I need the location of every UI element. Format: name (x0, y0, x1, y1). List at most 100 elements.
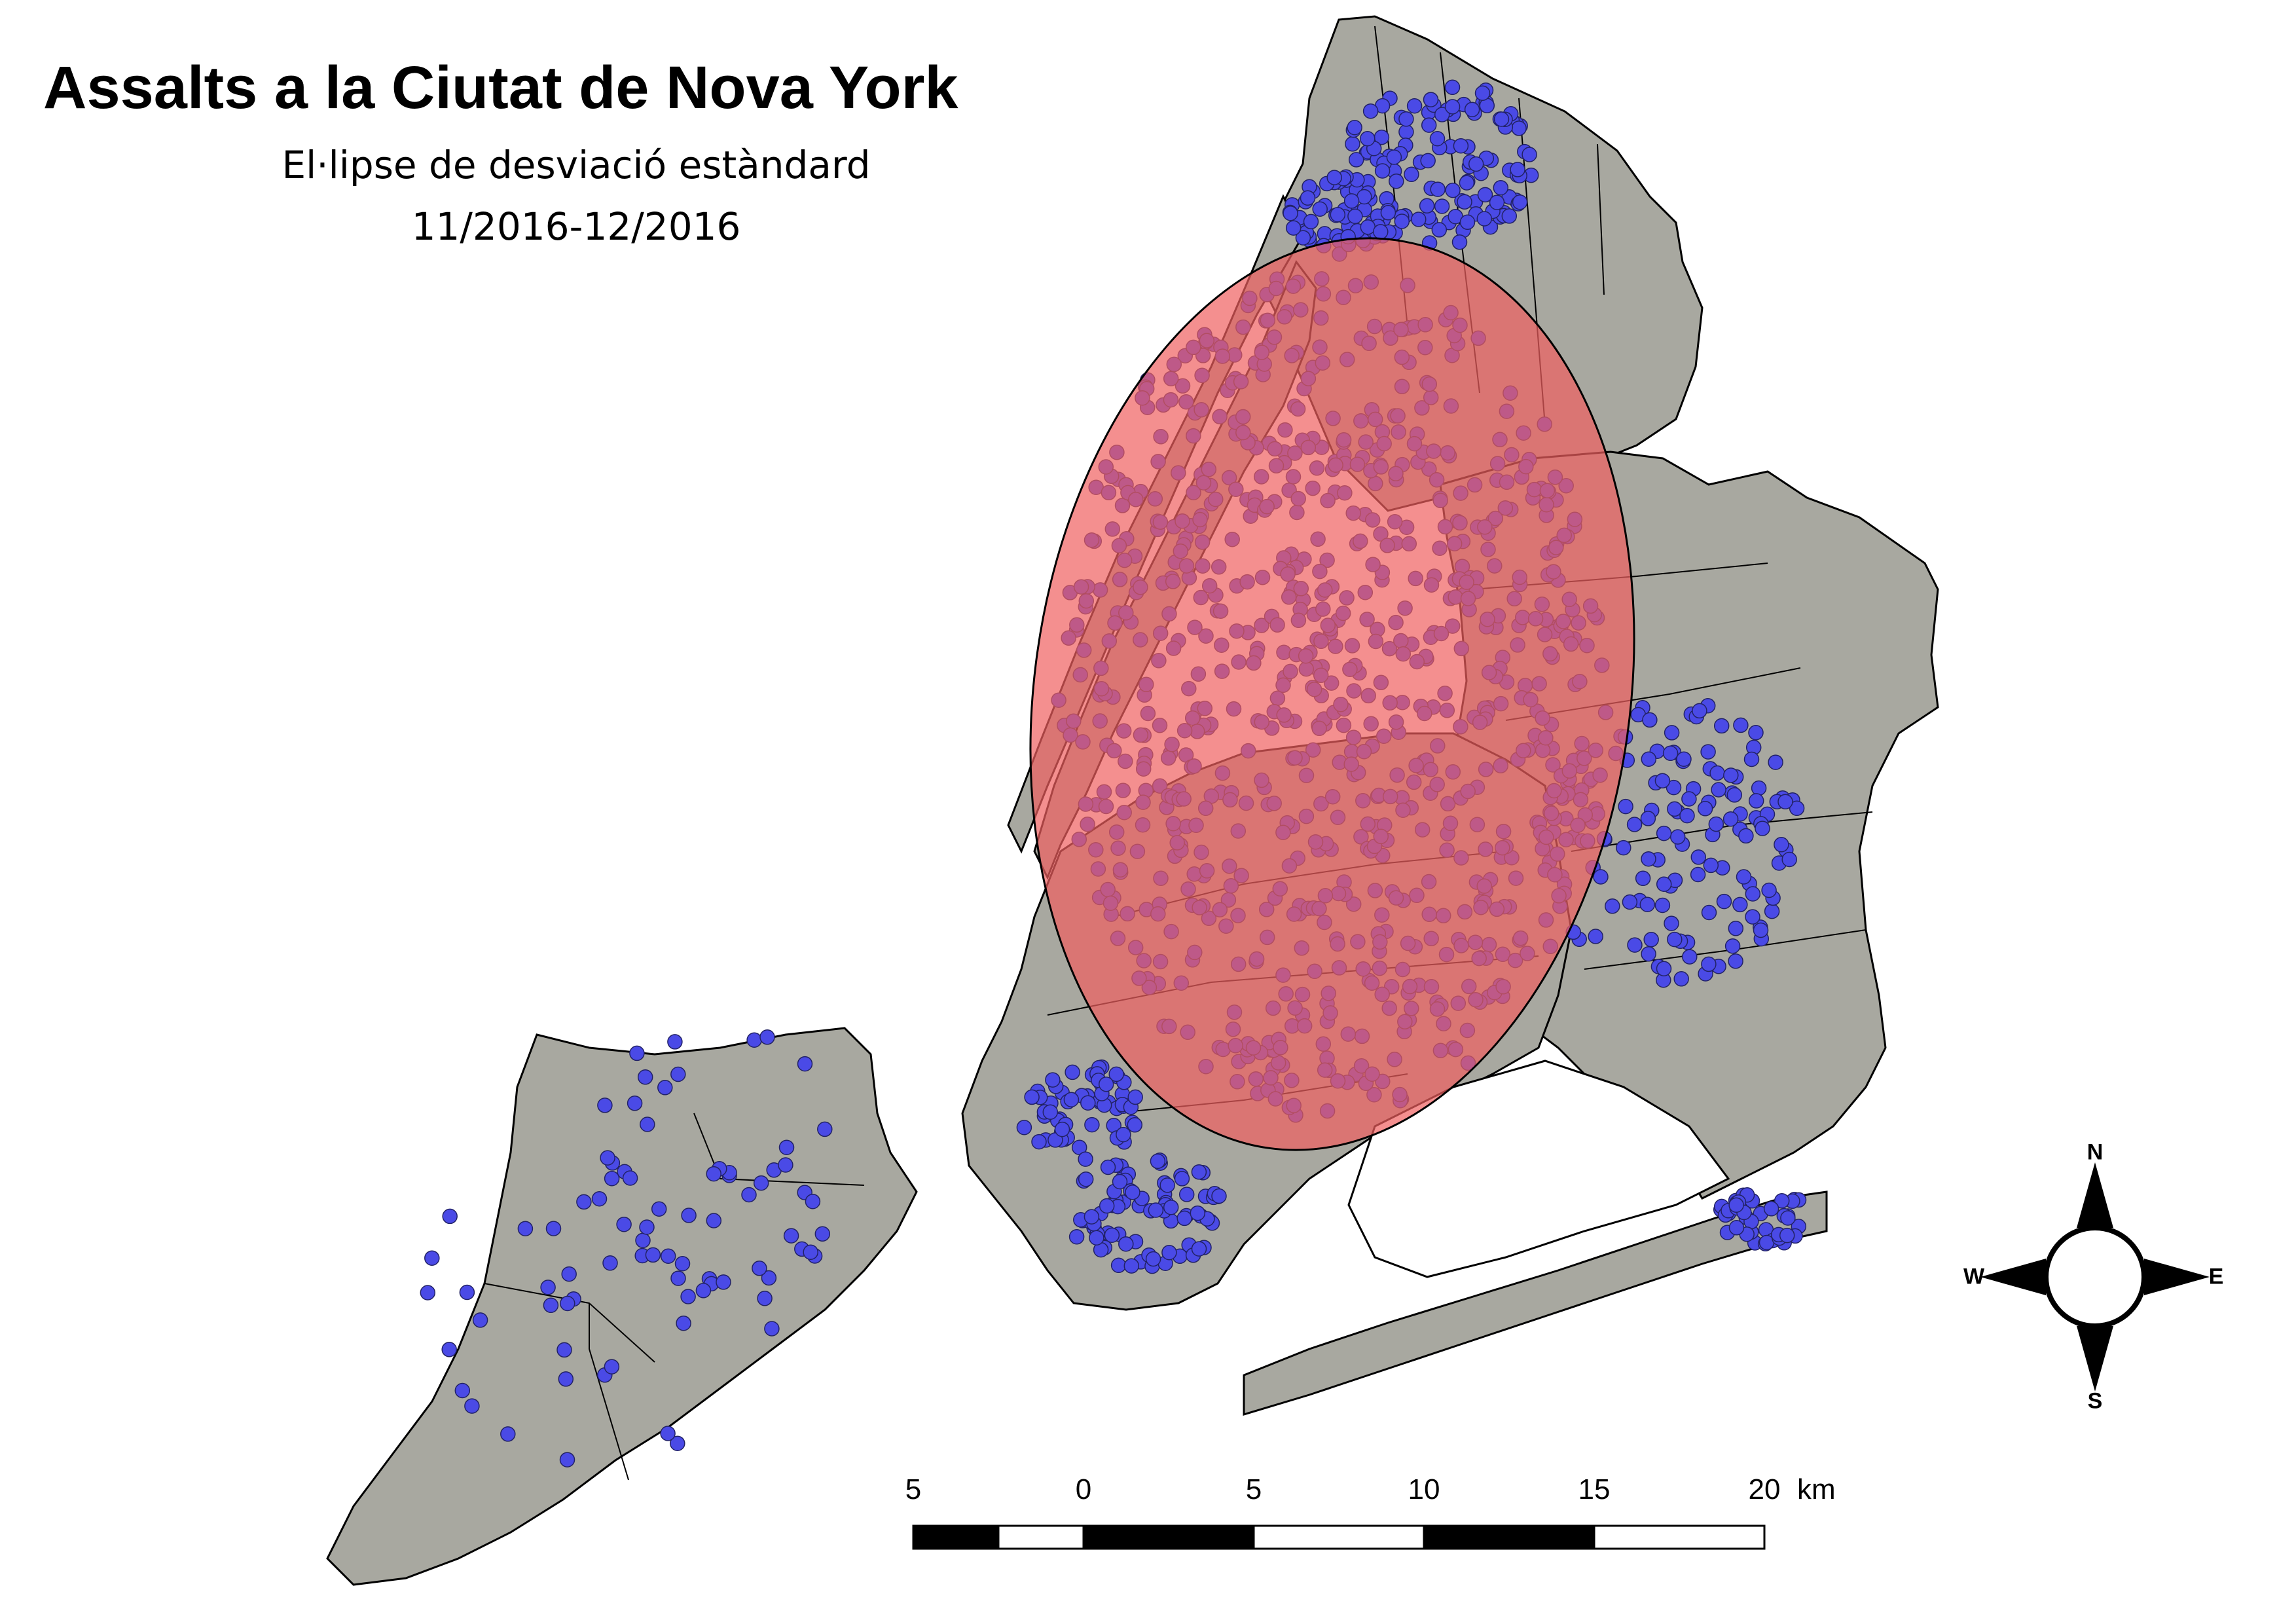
assault-point (1080, 1095, 1096, 1111)
assault-point (1420, 153, 1436, 169)
assault-point (1123, 1258, 1140, 1274)
assault-point (1510, 162, 1525, 177)
assault-point (1104, 1227, 1120, 1243)
assault-point (1421, 117, 1437, 133)
assault-point (1489, 194, 1505, 210)
assault-point (803, 1244, 818, 1260)
assault-point (1605, 898, 1620, 914)
compass-north-label: N (2086, 1139, 2104, 1165)
assault-point (602, 1255, 618, 1271)
assault-point (1736, 869, 1752, 885)
assault-point (420, 1285, 436, 1301)
assault-point (670, 1270, 686, 1286)
assault-point (1697, 801, 1713, 817)
assault-point (1690, 866, 1706, 883)
assault-point (1068, 1228, 1085, 1245)
assault-point (1716, 893, 1732, 910)
assault-point (1679, 807, 1695, 824)
assault-point (1394, 213, 1410, 229)
assault-point (517, 1221, 534, 1236)
assault-point (1078, 1151, 1093, 1167)
assault-point (1451, 234, 1468, 250)
assault-point (1110, 1257, 1127, 1274)
assault-point (442, 1208, 458, 1225)
assault-point (1713, 718, 1730, 734)
assault-point (1711, 782, 1726, 798)
assault-point (741, 1187, 757, 1203)
assault-point (1643, 932, 1659, 948)
assault-point (783, 1228, 799, 1244)
assault-point (1386, 149, 1402, 165)
jamaica-bay (1347, 1060, 1730, 1278)
assault-point (695, 1283, 712, 1299)
assault-point (764, 1321, 780, 1337)
assault-point (667, 1034, 683, 1050)
assault-point (622, 1170, 638, 1186)
assault-point (1457, 194, 1472, 210)
assault-point (1745, 886, 1761, 902)
assault-point (1753, 922, 1769, 938)
assault-point (651, 1201, 667, 1217)
assault-point (1682, 949, 1698, 965)
assault-point (1664, 915, 1679, 931)
assault-point (1445, 182, 1461, 198)
assault-point (597, 1098, 613, 1113)
compass-east-label: E (2208, 1264, 2224, 1289)
assault-point (1434, 107, 1450, 122)
assault-point (1501, 208, 1518, 224)
assault-point (1423, 92, 1439, 107)
assault-point (637, 1069, 653, 1085)
assault-point (1374, 163, 1391, 179)
assault-point (1411, 212, 1427, 227)
scale-tick-label: 5 (905, 1473, 922, 1505)
assault-point (1459, 214, 1476, 231)
assault-point (464, 1398, 480, 1414)
assault-point (424, 1250, 440, 1266)
assault-point (797, 1056, 813, 1072)
assault-point (778, 1139, 795, 1155)
assault-point (1641, 751, 1657, 767)
assault-point (1099, 1198, 1115, 1214)
assault-point (1112, 1173, 1128, 1190)
assault-point (1127, 1089, 1143, 1105)
assault-point (1474, 85, 1491, 101)
assault-point (561, 1266, 577, 1282)
assault-point (1709, 765, 1725, 781)
assault-point (1211, 1188, 1227, 1204)
assault-point (1174, 1171, 1190, 1187)
assault-point (1343, 193, 1360, 209)
assault-point (1722, 811, 1739, 827)
assault-point (1654, 773, 1671, 789)
assault-point (635, 1232, 651, 1249)
assault-point (1042, 1104, 1059, 1120)
assault-point (1733, 717, 1749, 733)
assault-point (616, 1216, 632, 1232)
assault-point (1676, 751, 1692, 767)
assault-point (1726, 787, 1743, 803)
assault-point (1493, 111, 1510, 127)
assault-point (1728, 953, 1743, 969)
assault-point (1692, 703, 1707, 719)
assault-point (1641, 851, 1656, 867)
assault-point (660, 1248, 676, 1264)
assault-point (1283, 205, 1298, 221)
assault-point (1045, 1072, 1061, 1088)
scale-tick-label: 10 (1408, 1473, 1440, 1505)
assault-point (1404, 166, 1419, 183)
assault-point (1431, 222, 1448, 238)
assault-point (1031, 1134, 1047, 1150)
assault-point (1347, 208, 1363, 225)
assault-point (640, 1116, 655, 1132)
assault-point (1477, 187, 1493, 203)
assault-point (1761, 882, 1777, 898)
assault-point (1190, 1205, 1206, 1221)
assault-point (670, 1066, 686, 1082)
std-deviation-ellipse (1029, 237, 1635, 1151)
assault-point (761, 1270, 777, 1286)
assault-point (1780, 1210, 1796, 1226)
assault-point (1656, 825, 1672, 841)
assault-point (706, 1166, 721, 1182)
assault-point (1380, 205, 1396, 221)
assault-point (1063, 1092, 1080, 1107)
assault-point (1176, 1210, 1192, 1227)
